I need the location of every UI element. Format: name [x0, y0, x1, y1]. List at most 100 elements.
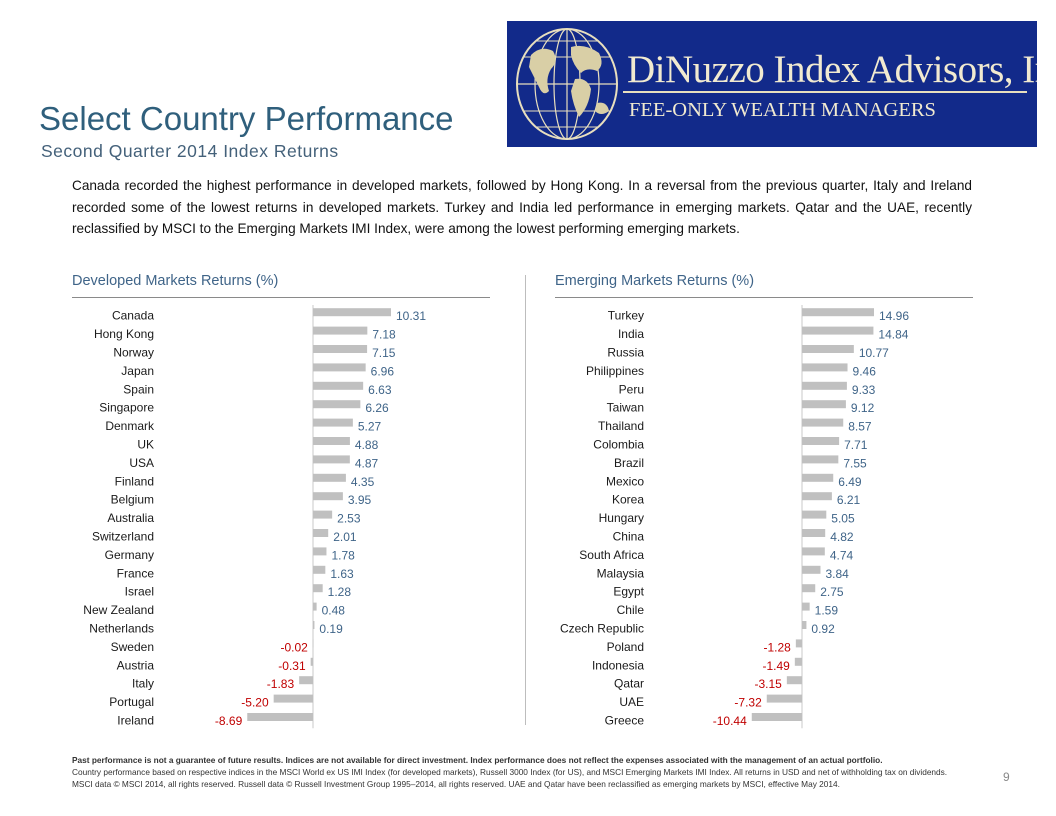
developed-bar: [247, 713, 313, 721]
emerging-value-label: 8.57: [848, 420, 872, 434]
developed-category-label: Spain: [123, 382, 154, 396]
developed-markets-svg: Canada 10.31 Hong Kong 7.18 Norway 7.15 Japan 6…: [83, 305, 426, 729]
emerging-value-label: -1.28: [763, 640, 791, 654]
developed-value-label: 1.63: [330, 567, 354, 581]
developed-value-label: -8.69: [215, 714, 243, 728]
footer-disclaimer: Past performance is not a guarantee of f…: [72, 755, 883, 765]
globe-icon: [516, 28, 618, 140]
emerging-bar: [802, 621, 807, 629]
emerging-bar: [802, 363, 848, 372]
emerging-category-label: Malaysia: [597, 566, 645, 580]
developed-category-label: USA: [129, 456, 154, 470]
developed-category-label: Hong Kong: [94, 327, 154, 341]
emerging-value-label: 7.71: [844, 438, 868, 452]
developed-value-label: 4.88: [355, 438, 379, 452]
footer-data-sources: Country performance based on respective …: [72, 767, 948, 789]
emerging-bar: [802, 418, 844, 427]
developed-value-label: 4.35: [351, 475, 375, 489]
emerging-category-label: Taiwan: [607, 401, 644, 415]
developed-category-label: Canada: [112, 309, 154, 323]
developed-bar: [313, 547, 327, 556]
emerging-category-label: South Africa: [579, 548, 644, 562]
emerging-bar: [751, 713, 802, 721]
emerging-category-label: Poland: [607, 640, 644, 654]
developed-value-label: 6.96: [371, 364, 395, 378]
developed-value-label: 10.31: [396, 309, 426, 323]
footer-notes: Past performance is not a guarantee of f…: [72, 754, 952, 790]
developed-bar: [313, 345, 368, 353]
emerging-value-label: -10.44: [713, 714, 747, 728]
emerging-category-label: Mexico: [606, 474, 644, 488]
emerging-category-label: India: [618, 327, 644, 341]
emerging-value-label: 7.55: [843, 456, 867, 470]
developed-category-label: Portugal: [109, 695, 154, 709]
page-number: 9: [1003, 770, 1010, 784]
emerging-category-label: Thailand: [598, 419, 644, 433]
emerging-value-label: 6.21: [837, 493, 861, 507]
emerging-value-label: 0.92: [811, 622, 835, 636]
emerging-bar: [802, 565, 821, 574]
developed-value-label: -0.31: [278, 659, 306, 673]
emerging-category-label: Hungary: [599, 511, 644, 525]
developed-value-label: 6.26: [365, 401, 389, 415]
emerging-value-label: 10.77: [859, 346, 889, 360]
developed-value-label: -5.20: [241, 696, 269, 710]
developed-bar: [313, 492, 343, 501]
emerging-category-label: Greece: [605, 714, 645, 728]
emerging-bar: [766, 694, 802, 703]
developed-category-label: Japan: [121, 364, 154, 378]
developed-category-label: Israel: [125, 585, 154, 599]
emerging-bar: [802, 547, 825, 556]
emerging-chart-title: Emerging Markets Returns (%): [555, 273, 755, 289]
panel-divider: [525, 275, 526, 725]
emerging-value-label: 14.96: [879, 309, 909, 323]
emerging-category-label: Colombia: [593, 438, 644, 452]
emerging-bar: [802, 602, 810, 611]
emerging-bar: [802, 529, 826, 537]
developed-category-label: Italy: [132, 677, 154, 691]
developed-category-label: Finland: [115, 474, 154, 488]
emerging-value-label: 4.74: [830, 548, 854, 562]
emerging-bar: [802, 584, 816, 593]
emerging-bar: [802, 510, 827, 519]
developed-category-label: Norway: [113, 346, 154, 360]
developed-bar: [313, 381, 364, 390]
developed-bar: [313, 437, 350, 445]
developed-markets-chart: Canada 10.31 Hong Kong 7.18 Norway 7.15 Japan 6…: [60, 303, 480, 738]
emerging-category-label: Peru: [619, 382, 644, 396]
developed-value-label: 7.15: [372, 346, 396, 360]
emerging-bar: [802, 455, 839, 464]
emerging-value-label: 6.49: [838, 475, 862, 489]
developed-bar: [299, 676, 313, 685]
emerging-category-label: Turkey: [608, 309, 644, 323]
developed-category-label: UK: [137, 438, 154, 452]
emerging-bar: [802, 437, 840, 445]
developed-bar: [313, 510, 333, 519]
developed-bar: [313, 455, 350, 464]
emerging-value-label: 14.84: [878, 328, 908, 342]
emerging-bar: [802, 492, 832, 501]
logo-company-name: DiNuzzo Index Advisors, Inc.: [627, 48, 1037, 91]
developed-bar: [313, 326, 368, 335]
developed-category-label: Sweden: [111, 640, 154, 654]
emerging-category-label: Indonesia: [592, 658, 644, 672]
emerging-value-label: 5.05: [831, 512, 855, 526]
emerging-bar: [802, 473, 834, 482]
emerging-value-label: 9.12: [851, 401, 875, 415]
intro-paragraph: Canada recorded the highest performance …: [72, 178, 972, 236]
emerging-value-label: -1.49: [762, 659, 790, 673]
emerging-bar: [802, 308, 874, 317]
developed-category-label: Germany: [105, 548, 154, 562]
developed-bar: [312, 639, 314, 648]
emerging-category-label: Russia: [607, 346, 644, 360]
developed-bar: [313, 418, 353, 427]
developed-bar: [313, 602, 317, 611]
emerging-value-label: 3.84: [825, 567, 849, 581]
emerging-value-label: 2.75: [820, 585, 844, 599]
logo-divider: [623, 91, 1027, 93]
developed-bar: [313, 621, 315, 629]
developed-value-label: 2.53: [337, 512, 361, 526]
developed-value-label: 7.18: [372, 328, 396, 342]
emerging-value-label: 1.59: [815, 604, 839, 618]
developed-value-label: 1.78: [331, 548, 355, 562]
